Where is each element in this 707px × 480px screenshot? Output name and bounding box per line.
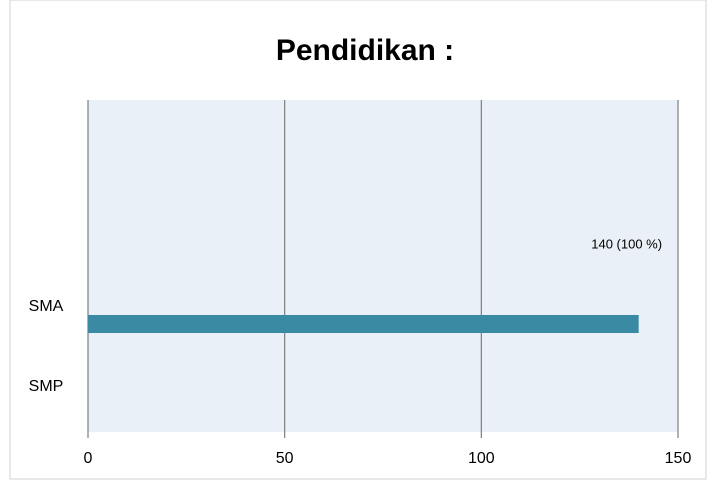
chart-title: Pendidikan : [276,34,454,67]
x-tick-label: 50 [276,450,294,467]
x-tick-label: 0 [84,450,93,467]
y-tick-label: SMP [29,378,64,395]
x-tick-label: 100 [468,450,495,467]
bar [88,315,639,333]
plot-area [88,100,678,432]
data-label: 140 (100 %) [591,236,662,251]
y-tick-label: SMA [29,298,64,315]
x-tick-label: 150 [665,450,692,467]
